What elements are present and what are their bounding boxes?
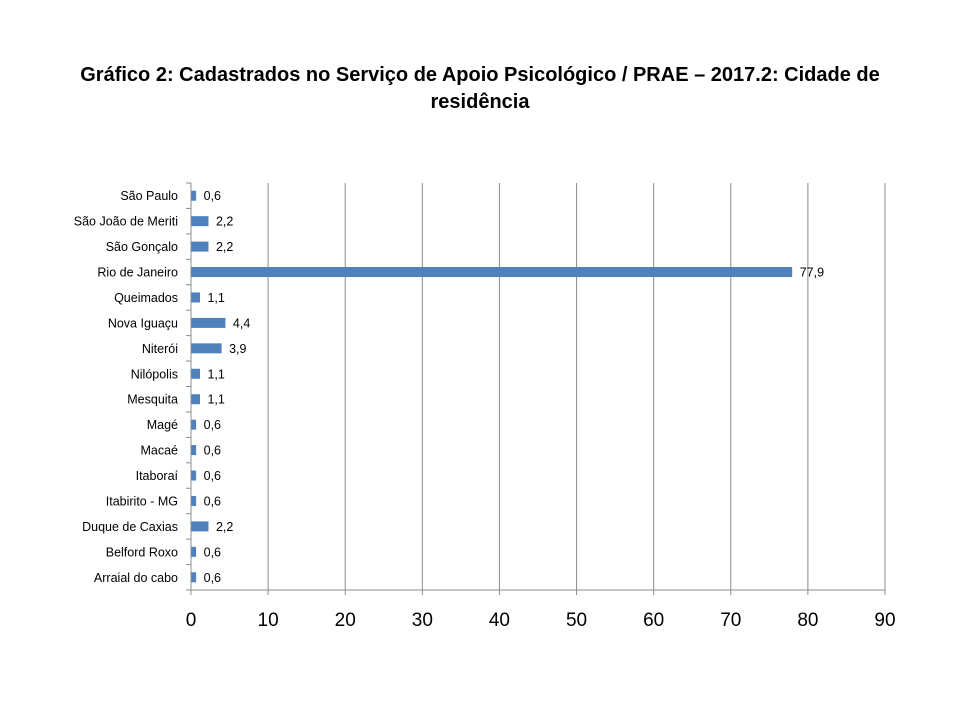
bar xyxy=(191,572,197,583)
bar xyxy=(191,292,200,303)
data-label: 3,9 xyxy=(229,342,246,356)
x-tick-label: 80 xyxy=(797,610,818,631)
data-label: 4,4 xyxy=(233,316,250,330)
data-label: 1,1 xyxy=(207,367,224,381)
bar xyxy=(191,267,793,278)
x-tick-label: 0 xyxy=(186,610,197,631)
x-tick-label: 10 xyxy=(258,610,279,631)
data-label: 2,2 xyxy=(216,520,233,534)
x-tick-label: 40 xyxy=(489,610,510,631)
bar xyxy=(191,495,197,506)
category-label: Itaboraí xyxy=(136,469,179,483)
category-label: Rio de Janeiro xyxy=(97,266,178,280)
data-label: 0,6 xyxy=(204,545,221,559)
data-label: 0,6 xyxy=(204,189,221,203)
category-label: Nova Iguaçu xyxy=(108,316,178,330)
category-label: São Gonçalo xyxy=(106,240,178,254)
category-label: São Paulo xyxy=(120,189,178,203)
bar xyxy=(191,343,222,354)
category-label: Macaé xyxy=(140,444,178,458)
data-label: 2,2 xyxy=(216,215,233,229)
category-label: Arraial do cabo xyxy=(94,571,178,585)
category-label: Belford Roxo xyxy=(106,545,178,559)
bar xyxy=(191,394,200,405)
data-label: 1,1 xyxy=(207,291,224,305)
bar xyxy=(191,521,209,532)
data-label: 0,6 xyxy=(204,469,221,483)
category-label: Nilópolis xyxy=(131,367,178,381)
data-label: 0,6 xyxy=(204,444,221,458)
bar xyxy=(191,368,200,379)
data-label: 2,2 xyxy=(216,240,233,254)
data-label: 0,6 xyxy=(204,494,221,508)
bar xyxy=(191,470,197,481)
x-tick-label: 70 xyxy=(720,610,741,631)
category-label: São João de Meriti xyxy=(74,215,178,229)
bar xyxy=(191,445,197,456)
category-label: Duque de Caxias xyxy=(82,520,178,534)
bar xyxy=(191,216,209,227)
x-tick-label: 90 xyxy=(874,610,895,631)
x-tick-label: 20 xyxy=(335,610,356,631)
bar xyxy=(191,317,226,328)
x-tick-label: 60 xyxy=(643,610,664,631)
bar xyxy=(191,419,197,430)
bar xyxy=(191,190,197,201)
category-label: Magé xyxy=(147,418,178,432)
x-tick-label: 30 xyxy=(412,610,433,631)
data-label: 1,1 xyxy=(207,393,224,407)
data-label: 0,6 xyxy=(204,418,221,432)
bar xyxy=(191,546,197,557)
category-label: Itabirito - MG xyxy=(106,494,178,508)
category-label: Niterói xyxy=(142,342,178,356)
data-label: 0,6 xyxy=(204,571,221,585)
bar xyxy=(191,241,209,252)
category-label: Mesquita xyxy=(127,393,178,407)
category-label: Queimados xyxy=(114,291,178,305)
data-label: 77,9 xyxy=(800,266,824,280)
x-tick-label: 50 xyxy=(566,610,587,631)
chart-title: Gráfico 2: Cadastrados no Serviço de Apo… xyxy=(80,64,880,113)
